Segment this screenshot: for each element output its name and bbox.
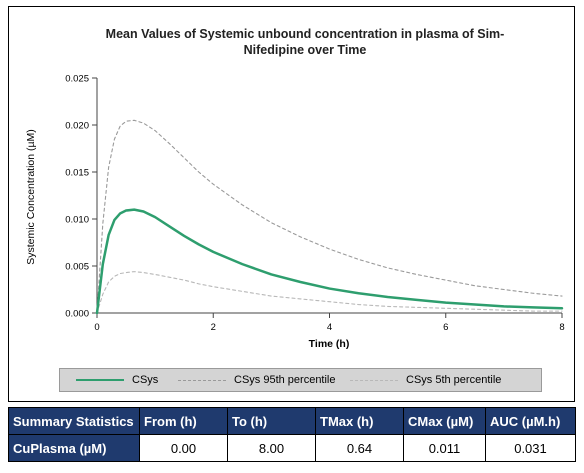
legend-label-csys: CSys	[132, 374, 159, 386]
legend-swatch-5th	[350, 379, 398, 381]
y-tick-label: 0.000	[65, 309, 89, 320]
legend-label-95th: CSys 95th percentile	[234, 374, 336, 386]
x-tick-label: 0	[94, 322, 99, 333]
x-axis-label: Time (h)	[309, 338, 350, 350]
header-cmax: CMax (µM)	[403, 407, 486, 435]
y-tick-label: 0.005	[65, 262, 89, 273]
y-tick-label: 0.010	[65, 215, 89, 226]
cell-to: 8.00	[227, 434, 316, 462]
series-line-5th-percentile	[96, 271, 563, 314]
x-tick-label: 6	[443, 322, 448, 333]
legend-swatch-csys	[76, 379, 124, 381]
header-tmax: TMax (h)	[315, 407, 404, 435]
header-auc: AUC (µM.h)	[485, 407, 576, 435]
cell-cmax: 0.011	[403, 434, 486, 462]
x-tick-label: 4	[327, 322, 332, 333]
header-summary-statistics: Summary Statistics	[8, 407, 140, 435]
x-tick-label: 2	[211, 322, 216, 333]
cell-from: 0.00	[139, 434, 228, 462]
legend-item-5th: CSys 5th percentile	[350, 369, 501, 391]
y-tick-label: 0.015	[65, 168, 89, 179]
table-row: CuPlasma (µM) 0.00 8.00 0.64 0.011 0.031	[8, 434, 576, 462]
chart-title-line-1: Mean Values of Systemic unbound concentr…	[106, 27, 505, 41]
y-axis-label: Systemic Concentration (µM)	[25, 129, 37, 265]
chart-title-line-2: Nifedipine over Time	[244, 43, 367, 57]
legend-swatch-95th	[178, 379, 226, 381]
row-label-cuplasma: CuPlasma (µM)	[8, 434, 140, 462]
chart-legend: CSys CSys 95th percentile CSys 5th perce…	[59, 368, 542, 392]
x-tick-label: 8	[559, 322, 564, 333]
series-line-csys	[95, 208, 564, 315]
legend-label-5th: CSys 5th percentile	[406, 374, 502, 386]
line-chart: Mean Values of Systemic unbound concentr…	[25, 27, 565, 350]
chart-frame: Mean Values of Systemic unbound concentr…	[8, 6, 575, 402]
y-tick-label: 0.020	[65, 121, 89, 132]
cell-auc: 0.031	[485, 434, 576, 462]
table-header-row: Summary Statistics From (h) To (h) TMax …	[8, 407, 576, 435]
y-tick-label: 0.025	[65, 74, 89, 85]
series-line-95th-percentile	[96, 119, 563, 314]
header-from: From (h)	[139, 407, 228, 435]
legend-item-95th: CSys 95th percentile	[178, 369, 336, 391]
header-to: To (h)	[227, 407, 316, 435]
legend-item-csys: CSys	[76, 369, 158, 391]
summary-statistics-table: Summary Statistics From (h) To (h) TMax …	[8, 407, 576, 462]
cell-tmax: 0.64	[315, 434, 404, 462]
